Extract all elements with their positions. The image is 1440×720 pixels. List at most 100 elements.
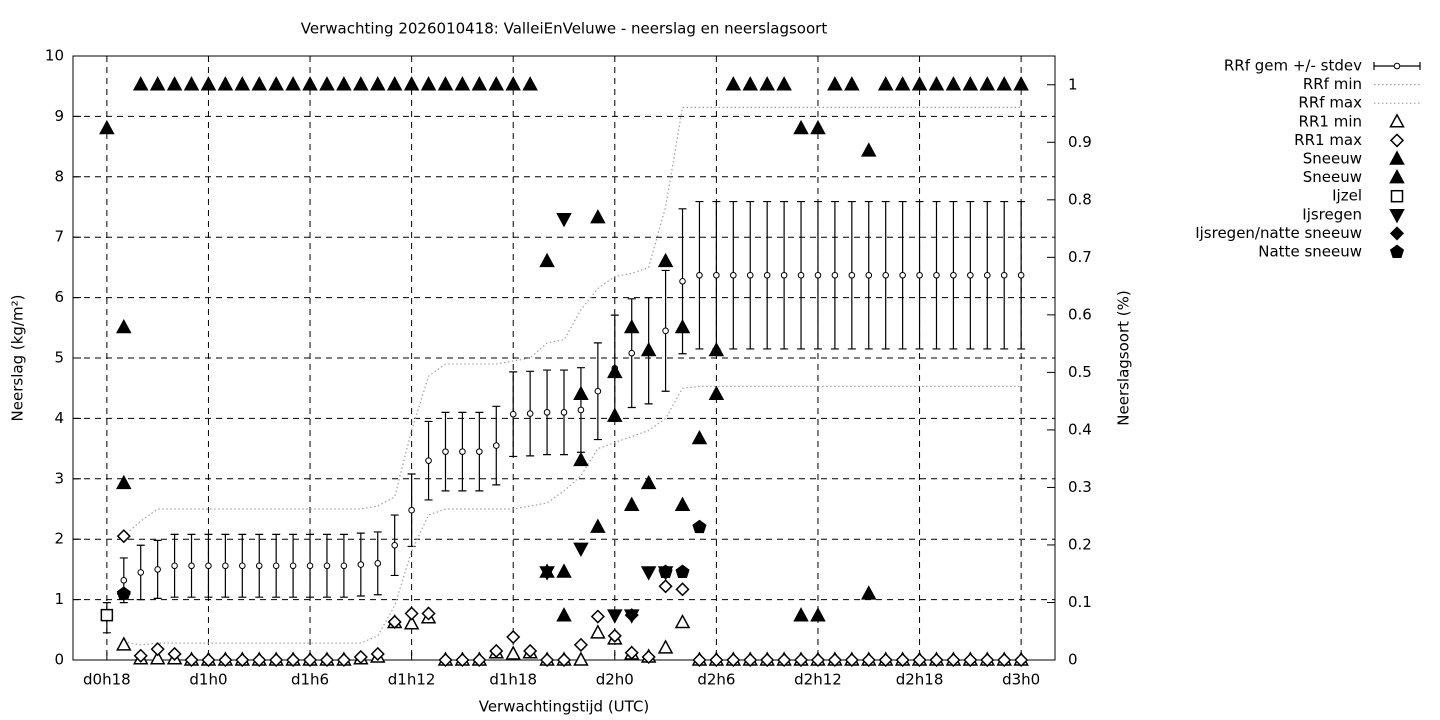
marker	[928, 76, 945, 91]
marker	[623, 496, 640, 512]
y-tick-label: 0	[54, 651, 64, 669]
marker	[912, 652, 927, 668]
marker	[387, 614, 402, 630]
mean-point	[628, 349, 636, 357]
mean-point	[1000, 271, 1008, 279]
marker	[709, 652, 724, 668]
marker	[100, 608, 114, 622]
marker	[759, 76, 775, 91]
marker	[692, 652, 707, 668]
marker	[675, 564, 690, 578]
mean-point	[255, 562, 263, 570]
marker	[777, 652, 792, 668]
mean-point	[205, 562, 212, 570]
marker	[810, 119, 826, 135]
x-tick-label: d2h18	[896, 671, 944, 689]
line	[123, 385, 1022, 646]
marker	[234, 76, 251, 91]
x-tick-label: d2h12	[794, 671, 842, 689]
marker	[640, 341, 657, 357]
legend-swatch	[1389, 226, 1405, 241]
marker	[336, 652, 351, 668]
marker	[404, 606, 419, 621]
y2-tick-label: 0.9	[1068, 133, 1092, 151]
marker	[319, 76, 335, 91]
legend-label: RRf gem +/- stdev	[1224, 57, 1362, 75]
marker	[590, 518, 606, 533]
mean-point	[865, 271, 873, 279]
marker	[556, 563, 572, 578]
legend-label: RR1 max	[1294, 131, 1362, 149]
mean-point	[357, 561, 365, 568]
marker	[607, 628, 622, 643]
marker	[827, 652, 842, 668]
marker	[945, 76, 962, 91]
mean-point	[137, 569, 145, 576]
mean-point	[831, 271, 839, 279]
y-tick-label: 10	[45, 47, 64, 65]
marker	[268, 76, 284, 91]
marker	[286, 652, 301, 668]
marker	[979, 76, 996, 91]
mean-point	[442, 448, 449, 455]
y-axis-label: Neerslag (kg/m²)	[9, 295, 27, 422]
mean-point	[950, 271, 957, 279]
marker	[573, 451, 589, 467]
x-tick-label: d0h18	[83, 671, 131, 689]
marker	[877, 76, 894, 91]
mean-point	[425, 457, 432, 464]
marker	[641, 649, 656, 665]
y-tick-label: 4	[54, 409, 64, 427]
legend-label: RRf max	[1298, 94, 1362, 112]
marker	[471, 76, 488, 91]
mean-point	[509, 410, 517, 418]
marker	[472, 652, 487, 668]
marker	[540, 652, 555, 668]
marker	[200, 76, 217, 91]
marker	[420, 76, 437, 91]
x-tick-label: d1h6	[291, 671, 329, 689]
marker	[269, 652, 284, 668]
marker	[607, 609, 623, 624]
marker	[116, 529, 131, 544]
mean-point	[272, 562, 280, 570]
marker	[506, 629, 521, 645]
marker	[860, 142, 877, 157]
marker	[573, 637, 588, 652]
y-tick-label: 9	[54, 107, 64, 125]
legend-label: Ijsregen	[1302, 205, 1362, 223]
y2-tick-label: 0.2	[1068, 535, 1092, 553]
x-tick-label: d1h12	[388, 671, 436, 689]
marker	[166, 76, 183, 91]
mean-point	[374, 560, 382, 567]
marker	[607, 363, 623, 379]
marker	[861, 652, 876, 668]
y-tick-label: 3	[54, 469, 64, 487]
marker	[894, 76, 911, 91]
marker	[403, 615, 420, 630]
marker	[691, 429, 708, 445]
marker	[218, 652, 233, 668]
marker	[743, 652, 758, 668]
marker	[963, 652, 978, 668]
y-tick-label: 1	[54, 590, 64, 608]
marker	[184, 652, 199, 668]
mean-point	[459, 448, 466, 455]
y2-tick-label: 0.1	[1068, 593, 1092, 611]
mean-point	[780, 271, 788, 279]
legend-label: RRf min	[1303, 75, 1362, 93]
marker	[590, 209, 606, 224]
y-tick-label: 6	[54, 288, 64, 306]
legend-label: Sneeuw	[1303, 150, 1362, 168]
y2-tick-label: 0.6	[1068, 305, 1092, 323]
x-tick-label: d3h0	[1002, 671, 1040, 689]
marker	[810, 652, 826, 668]
y2-tick-label: 1	[1068, 75, 1078, 93]
marker	[725, 76, 742, 91]
marker	[523, 643, 538, 659]
marker	[251, 76, 268, 91]
mean-point	[188, 562, 195, 570]
mean-point	[543, 409, 551, 416]
mean-point	[679, 277, 686, 285]
marker	[370, 646, 385, 662]
